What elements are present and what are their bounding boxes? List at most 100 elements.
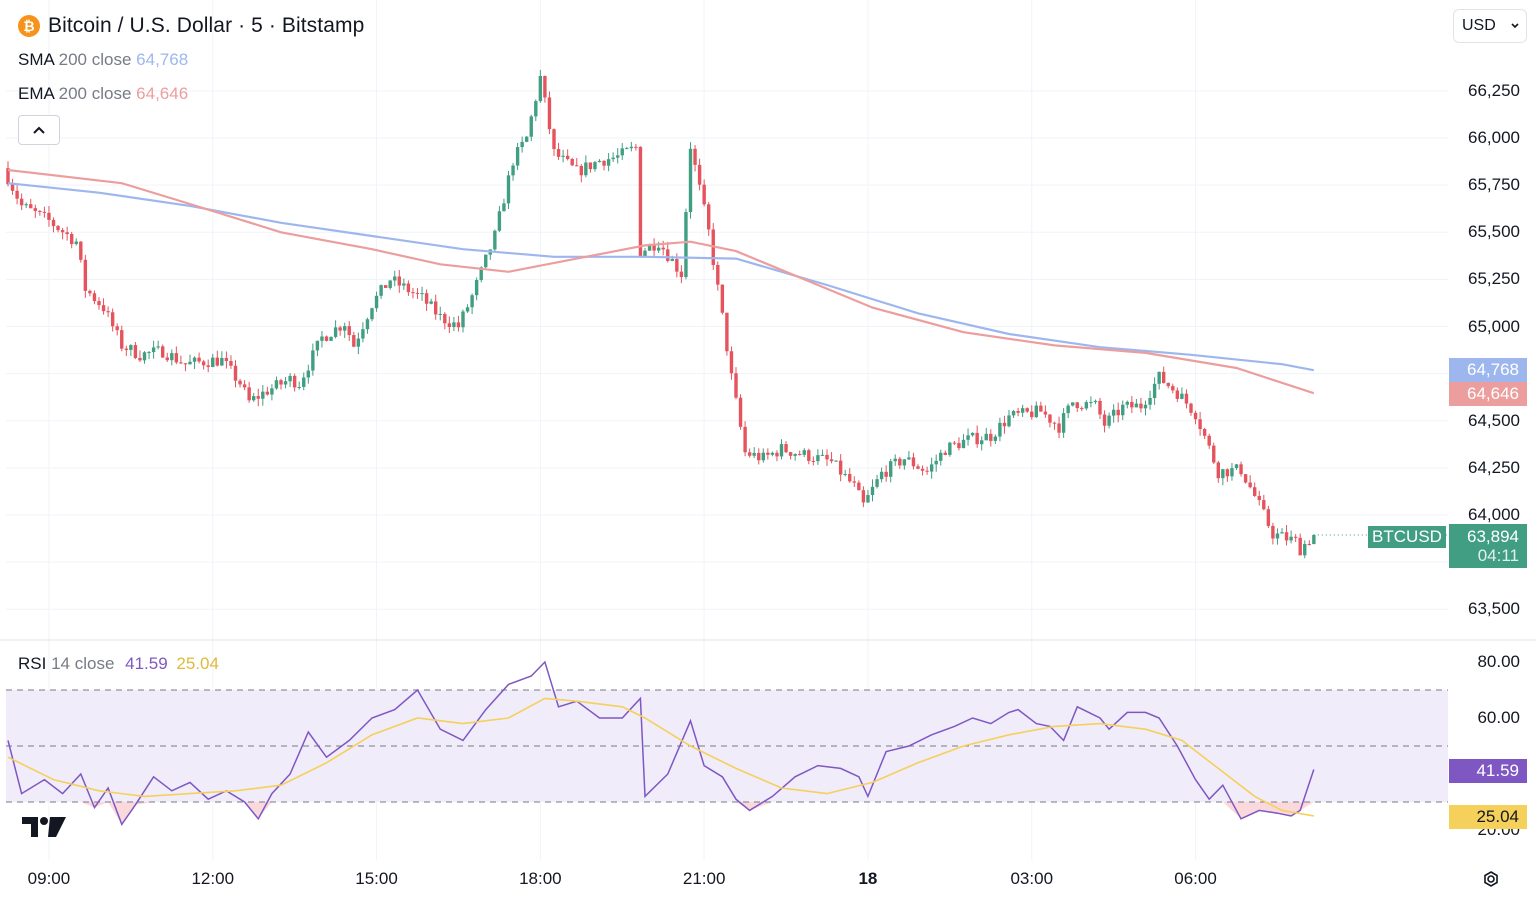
sma-legend[interactable]: SMA 200 close 64,768 — [18, 50, 188, 70]
candle-body — [497, 211, 502, 231]
candle — [697, 158, 702, 191]
price-axis-label: 65,500 — [1468, 222, 1520, 242]
candle-body — [1253, 487, 1257, 496]
candle-body — [838, 460, 843, 475]
chart-settings-button[interactable] — [1479, 867, 1503, 891]
candle — [547, 91, 552, 135]
candle — [884, 465, 888, 482]
candle-body — [306, 370, 310, 378]
candle — [493, 229, 497, 252]
candle — [497, 205, 502, 233]
candle-body — [629, 146, 634, 149]
candle — [952, 440, 957, 446]
candle — [1143, 400, 1148, 416]
candle-body — [543, 75, 547, 98]
candle-body — [1134, 403, 1139, 408]
candle — [629, 141, 634, 152]
candle — [65, 226, 69, 241]
candle-body — [1248, 482, 1252, 488]
candle-body — [6, 168, 10, 185]
price-axis-label: 64,000 — [1468, 505, 1520, 524]
candle — [1066, 403, 1070, 419]
candle-body — [620, 148, 624, 156]
candle-body — [1052, 422, 1057, 424]
candle — [1080, 406, 1084, 412]
candle-body — [238, 380, 242, 385]
candle — [1207, 433, 1211, 449]
candle-body — [948, 442, 952, 455]
candle-body — [957, 443, 961, 449]
candle — [1030, 405, 1034, 420]
candle-body — [383, 285, 388, 288]
ema-legend[interactable]: EMA 200 close 64,646 — [18, 84, 188, 104]
candle — [802, 448, 806, 458]
rsi-legend[interactable]: RSI 14 close 41.59 25.04 — [18, 654, 219, 674]
candle-body — [1239, 464, 1243, 475]
candle — [79, 241, 83, 263]
collapse-legend-button[interactable] — [18, 115, 60, 145]
candle — [456, 315, 461, 332]
candle — [638, 146, 643, 257]
candle — [129, 344, 133, 357]
candle — [707, 201, 711, 236]
candle-body — [875, 479, 879, 487]
candle — [297, 381, 301, 390]
candle — [1221, 468, 1225, 486]
candle-body — [1093, 400, 1098, 403]
candle — [929, 457, 934, 479]
candle-body — [761, 452, 765, 461]
candle-body — [802, 450, 806, 455]
candle — [42, 206, 47, 218]
candle — [292, 373, 297, 392]
candle — [970, 432, 975, 437]
candle — [1307, 540, 1311, 546]
candle-body — [1166, 382, 1170, 387]
candle — [1180, 387, 1184, 400]
candle-body — [975, 432, 979, 445]
candle-body — [834, 460, 838, 462]
time-axis-label: 15:00 — [355, 869, 398, 888]
candle — [606, 153, 611, 172]
candle — [889, 458, 893, 483]
candle — [1257, 490, 1261, 506]
candle — [1298, 533, 1302, 556]
candle-body — [1143, 404, 1148, 409]
candle-body — [661, 247, 665, 250]
candle — [365, 317, 370, 334]
candle — [879, 467, 884, 483]
candle-body — [1084, 402, 1089, 409]
candle — [911, 452, 916, 470]
candle — [361, 322, 365, 343]
candle-body — [124, 348, 128, 350]
candle-body — [1071, 402, 1075, 406]
candle-body — [989, 433, 993, 441]
currency-selector[interactable]: USD — [1453, 9, 1527, 43]
candle-body — [1225, 469, 1230, 477]
candle-body — [788, 452, 793, 456]
candle — [1189, 402, 1193, 416]
candle-body — [443, 313, 447, 324]
tradingview-logo[interactable] — [22, 815, 66, 844]
candle — [74, 238, 78, 246]
candle — [329, 336, 333, 341]
candle-body — [192, 357, 197, 362]
candle — [1248, 475, 1252, 489]
candle-body — [233, 365, 238, 381]
candle-body — [1098, 400, 1102, 415]
candle-body — [1011, 411, 1016, 416]
candle — [716, 261, 720, 291]
candle-body — [1198, 419, 1202, 430]
candle — [429, 298, 433, 305]
candle — [820, 449, 825, 457]
candle — [247, 381, 251, 403]
candle — [775, 450, 779, 462]
candle-body — [388, 280, 392, 288]
candle — [470, 293, 474, 315]
candle — [302, 372, 306, 391]
candle-body — [229, 361, 233, 366]
candle-body — [757, 452, 761, 461]
candle-body — [370, 308, 374, 320]
candle — [124, 345, 128, 356]
candle — [1312, 534, 1316, 545]
